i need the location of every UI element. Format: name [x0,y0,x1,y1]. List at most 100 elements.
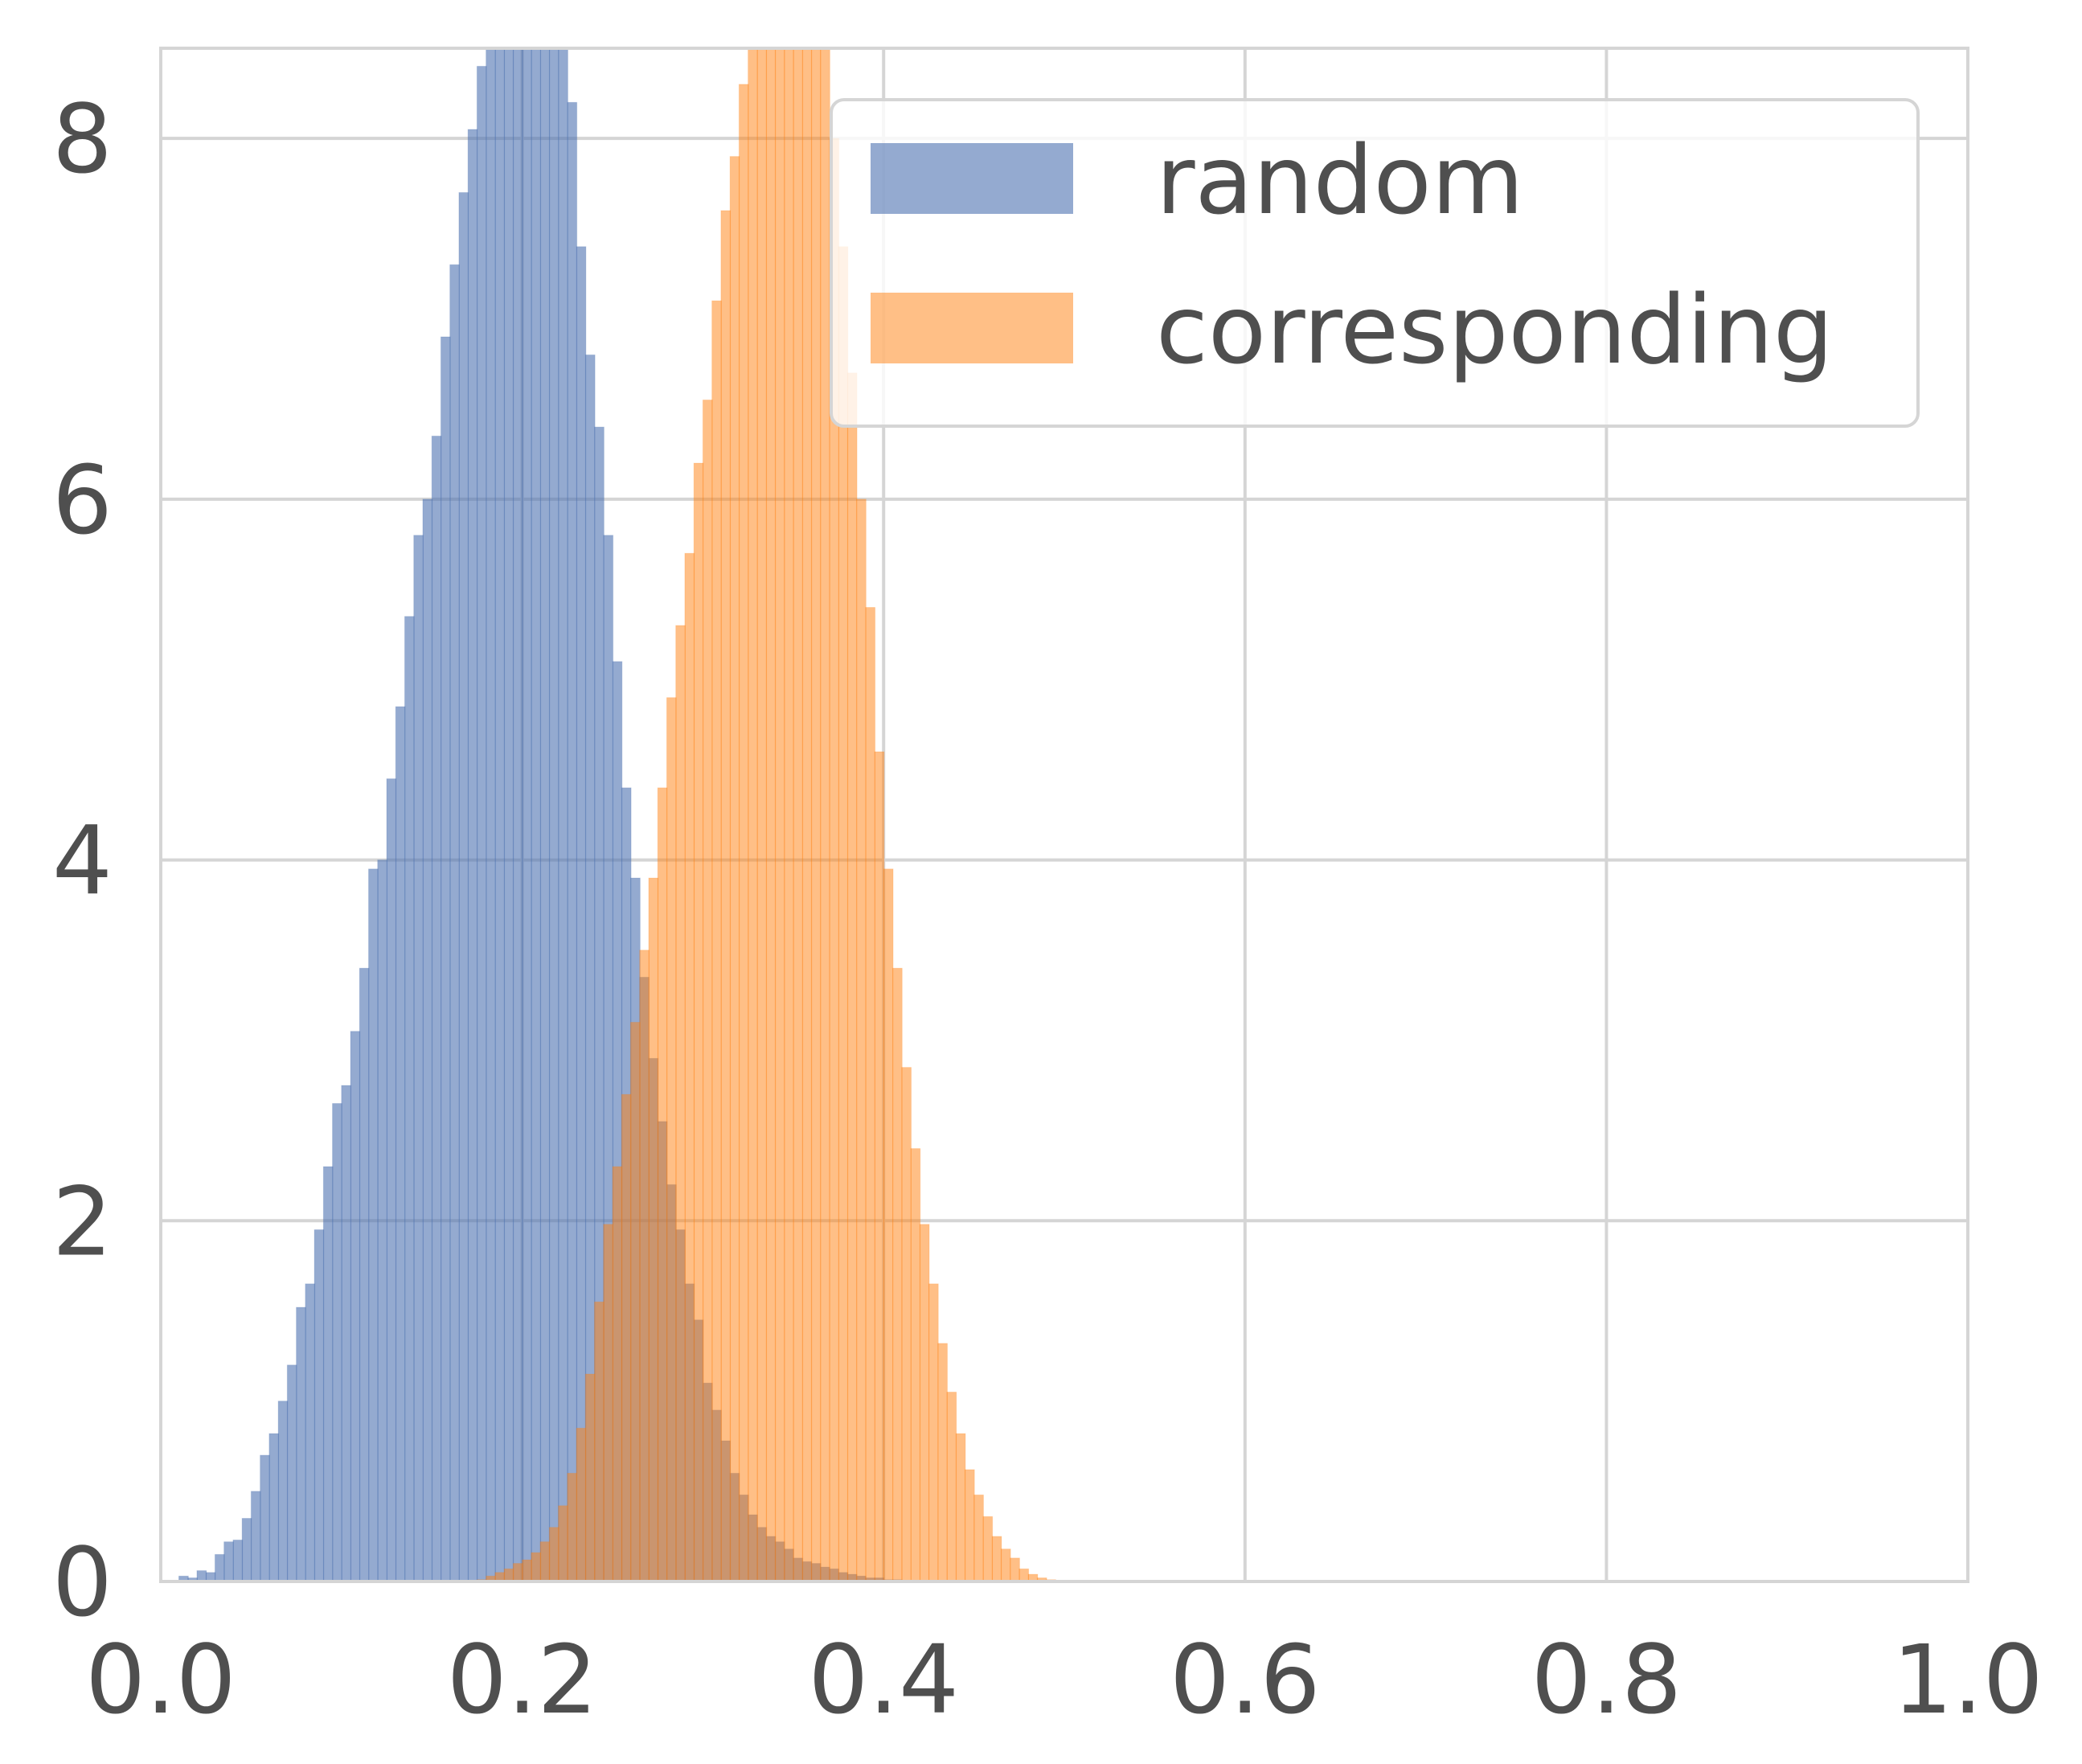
bar-corresponding-12 [584,1373,596,1581]
bar-corresponding-7 [539,1541,551,1581]
y-tick-label-4: 8 [52,84,113,195]
bar-corresponding-16 [621,1093,632,1581]
bar-corresponding-3 [503,1568,514,1581]
bar-random-9 [260,1454,270,1581]
bar-corresponding-13 [594,1301,605,1581]
bar-corresponding-59 [1010,1557,1020,1581]
legend-swatch-corresponding [871,293,1073,363]
bar-corresponding-19 [648,877,659,1581]
bar-random-10 [268,1433,280,1581]
bar-corresponding-48 [910,1148,921,1581]
bar-corresponding-11 [576,1427,587,1581]
bar-corresponding-6 [531,1552,542,1581]
bar-random-33 [476,65,487,1581]
bar-random-5 [223,1541,235,1581]
bar-corresponding-10 [567,1472,578,1581]
x-axis-tick-labels: 0.0 0.2 0.4 0.6 0.8 1.0 [85,1624,2043,1735]
bar-random-6 [232,1539,244,1581]
bar-random-20 [359,967,370,1581]
bar-random-23 [386,778,397,1581]
bar-corresponding-51 [937,1343,948,1581]
bar-corresponding-54 [964,1469,975,1581]
bar-corresponding-31 [756,48,768,1581]
bar-corresponding-38 [820,48,830,1581]
bar-corresponding-14 [603,1224,614,1581]
bar-random-37 [512,48,523,1581]
x-tick-label-2: 0.4 [808,1624,959,1735]
bar-corresponding-40 [838,246,849,1581]
x-tick-label-5: 1.0 [1892,1624,2043,1735]
bar-corresponding-41 [846,372,858,1581]
bar-corresponding-23 [684,552,695,1581]
bar-corresponding-58 [1000,1549,1011,1581]
bar-random-17 [332,1102,342,1581]
bar-random-7 [241,1517,252,1581]
bar-corresponding-25 [702,399,713,1581]
bar-corresponding-47 [901,1067,912,1581]
bar-corresponding-34 [784,48,794,1581]
bar-corresponding-52 [946,1391,957,1581]
bar-corresponding-22 [675,625,686,1581]
bar-corresponding-4 [512,1563,523,1581]
bar-random-41 [548,48,559,1581]
bar-corresponding-43 [865,606,876,1581]
bar-random-43 [567,101,578,1581]
bar-random-35 [494,48,506,1581]
bar-corresponding-55 [973,1494,984,1581]
bar-corresponding-56 [982,1516,994,1581]
bar-corresponding-60 [1018,1568,1030,1581]
bar-corresponding-18 [639,950,650,1581]
plot-frame [159,47,1969,1583]
legend-box [830,98,1920,428]
x-tick-label-0: 0.0 [85,1624,236,1735]
bar-corresponding-44 [874,751,885,1581]
bar-corresponding-32 [765,48,777,1581]
bar-random-40 [539,48,551,1581]
bar-random-31 [458,191,469,1581]
bar-random-11 [277,1401,289,1581]
bar-random-28 [431,435,442,1581]
bar-corresponding-33 [774,48,785,1581]
bar-corresponding-29 [738,84,749,1581]
bar-corresponding-26 [711,300,722,1581]
bar-corresponding-21 [666,697,677,1581]
bar-corresponding-15 [612,1166,623,1581]
bar-corresponding-35 [793,48,804,1581]
x-tick-label-3: 0.6 [1170,1624,1321,1735]
x-tick-label-4: 0.8 [1531,1624,1682,1735]
bar-random-24 [395,706,406,1581]
y-tick-label-3: 6 [52,445,113,556]
bar-random-32 [467,129,478,1581]
bar-corresponding-17 [629,1022,641,1581]
bar-random-25 [404,616,415,1581]
bar-corresponding-27 [720,210,732,1581]
bar-corresponding-9 [558,1505,568,1581]
bar-random-34 [486,48,496,1581]
legend-label-corresponding: corresponding [1156,274,1834,385]
legend: random corresponding [830,98,1920,428]
bar-random-30 [449,264,461,1581]
bar-corresponding-8 [548,1527,559,1581]
bar-random-15 [314,1229,325,1581]
bar-corresponding-42 [855,498,867,1581]
bar-random-27 [422,498,433,1581]
bar-corresponding-57 [991,1536,1002,1581]
bar-random-26 [413,535,424,1581]
bar-random-13 [296,1307,306,1581]
bar-random-38 [522,48,532,1581]
bar-corresponding-53 [955,1433,966,1581]
bar-random-18 [341,1085,352,1581]
y-tick-label-2: 4 [52,806,113,917]
bar-random-2 [196,1570,207,1581]
bar-corresponding-36 [801,48,813,1581]
bar-random-8 [250,1491,261,1581]
bar-random-19 [350,1031,361,1581]
bar-random-44 [576,246,587,1581]
bar-random-22 [377,859,388,1581]
bar-random-39 [531,48,542,1581]
y-tick-label-0: 0 [52,1527,113,1638]
bar-random-42 [558,48,568,1581]
bar-random-21 [368,868,379,1581]
bar-corresponding-49 [919,1224,930,1581]
